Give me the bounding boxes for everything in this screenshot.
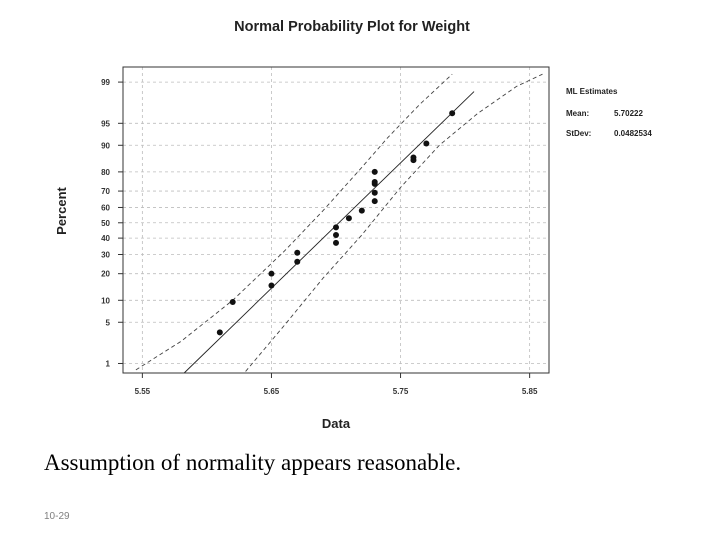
mean-label: Mean: <box>566 109 589 118</box>
confidence-band-lower <box>245 73 543 372</box>
data-point <box>371 198 378 205</box>
x-tick-label: 5.65 <box>264 387 280 396</box>
x-tick-label: 5.75 <box>393 387 409 396</box>
fit-line-group <box>183 91 475 374</box>
grid <box>123 67 549 373</box>
stdev-value: 0.0482534 <box>614 129 652 138</box>
y-tick-label: 1 <box>106 359 111 368</box>
plot-frame <box>122 66 550 374</box>
estimates-heading: ML Estimates <box>566 87 618 96</box>
y-tick-label: 40 <box>101 234 110 243</box>
x-tick-label: 5.55 <box>135 387 151 396</box>
y-tick-label: 90 <box>101 141 110 150</box>
x-axis-ticks: 5.55 5.65 5.75 5.85 <box>135 373 538 396</box>
y-tick-label: 80 <box>101 168 110 177</box>
y-tick-label: 99 <box>101 78 110 87</box>
data-point <box>449 110 456 117</box>
stdev-label: StDev: <box>566 129 591 138</box>
data-point <box>345 215 352 222</box>
data-point <box>333 224 339 231</box>
y-tick-label: 5 <box>106 318 111 327</box>
slide-number: 10-29 <box>44 511 70 522</box>
data-point <box>358 207 365 214</box>
chart-title: Normal Probability Plot for Weight <box>234 19 470 35</box>
ml-estimates-panel: ML Estimates Mean: 5.70222 StDev: 0.0482… <box>566 87 652 138</box>
data-point <box>371 189 378 196</box>
y-tick-label: 30 <box>101 250 110 259</box>
data-point <box>333 239 339 246</box>
data-point <box>371 178 378 185</box>
y-tick-label: 60 <box>101 203 110 212</box>
fit-line <box>183 91 475 374</box>
data-point <box>423 140 430 147</box>
y-tick-label: 10 <box>101 296 110 305</box>
data-point <box>294 249 301 256</box>
caption: Assumption of normality appears reasonab… <box>44 450 462 475</box>
data-points <box>216 110 456 336</box>
data-point <box>333 231 339 238</box>
y-axis-ticks: 1 5 10 20 30 40 50 60 70 80 90 95 99 <box>101 78 123 368</box>
data-point <box>294 258 301 265</box>
data-point <box>371 168 378 175</box>
y-tick-label: 70 <box>101 187 110 196</box>
y-tick-label: 50 <box>101 219 110 228</box>
data-point <box>410 154 417 161</box>
confidence-band-upper <box>135 73 453 371</box>
data-point <box>268 270 275 277</box>
y-tick-label: 20 <box>101 270 110 279</box>
data-point <box>216 329 223 336</box>
data-point <box>229 299 236 306</box>
data-point <box>268 282 275 289</box>
x-tick-label: 5.85 <box>522 387 538 396</box>
confidence-bands <box>135 73 543 372</box>
y-tick-label: 95 <box>101 119 110 128</box>
x-axis-label: Data <box>322 416 351 431</box>
y-axis-label: Percent <box>54 186 69 234</box>
mean-value: 5.70222 <box>614 109 643 118</box>
